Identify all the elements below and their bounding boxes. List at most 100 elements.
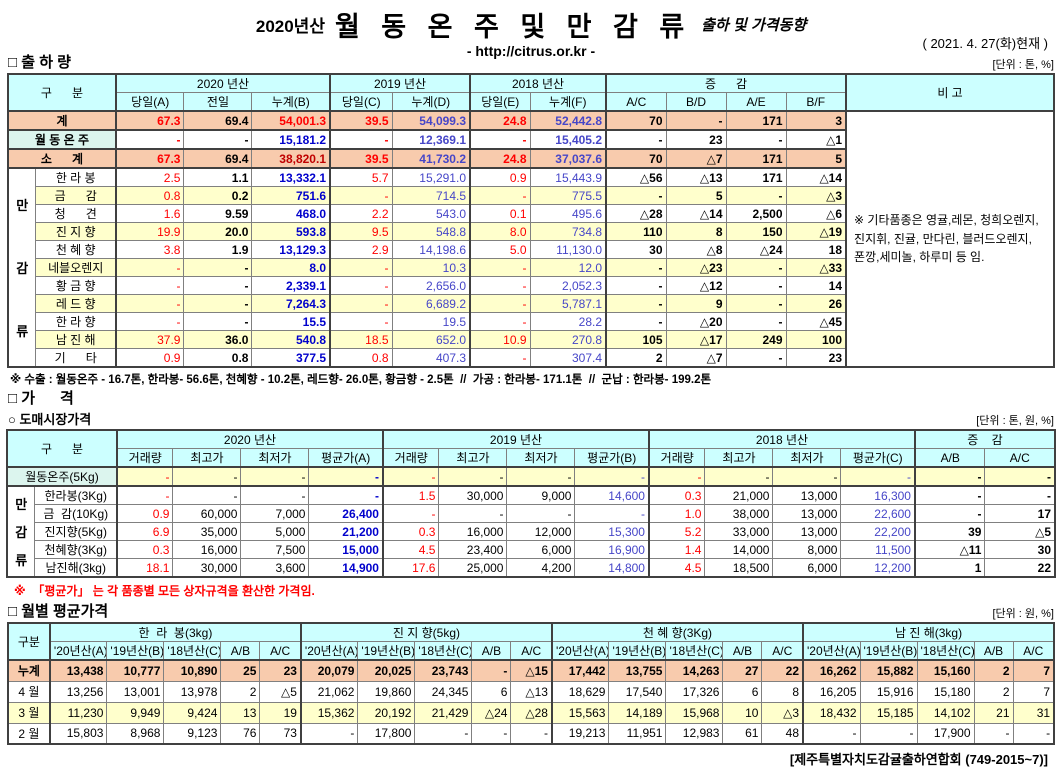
value-cell: - <box>973 722 1014 745</box>
column-header: 평균가(B) <box>574 448 650 468</box>
value-cell: 11,951 <box>608 722 667 745</box>
value-cell: 8.0 <box>251 258 331 277</box>
column-header: 당일(E) <box>469 92 531 112</box>
report-header: 2020년산 월 동 온 주 및 만 감 류 출하 및 가격동향 - http://… <box>0 0 1062 59</box>
column-header: A/B <box>471 641 512 661</box>
column-header: A/C <box>1012 641 1055 661</box>
value-cell: 0.1 <box>469 204 531 223</box>
value-cell: 17,900 <box>916 722 975 745</box>
value-cell: - <box>114 294 185 313</box>
value-cell: 61 <box>722 722 763 745</box>
value-cell: 25 <box>220 659 261 682</box>
value-cell: 16,000 <box>438 522 508 541</box>
value-cell: - <box>506 504 576 523</box>
value-cell: 7 <box>1012 659 1055 682</box>
value-cell: 11,130.0 <box>529 240 607 259</box>
column-header: 2019 년산 <box>329 73 471 93</box>
value-cell: 30,000 <box>438 485 508 505</box>
value-cell: 543.0 <box>391 204 471 223</box>
value-cell: 33,000 <box>704 522 774 541</box>
column-header: 누계(D) <box>391 92 471 112</box>
wholesale-price-header: ○ 도매시장가격 [단위 : 톤, 원, %] <box>8 409 1054 428</box>
value-cell: 15,563 <box>550 701 610 724</box>
value-cell: 26 <box>785 294 847 313</box>
monthly-section-header: □ 월별 평균가격 [단위 : 원, %] <box>8 602 1054 621</box>
value-cell: - <box>704 466 774 487</box>
value-cell: 9,123 <box>163 722 222 745</box>
row-label: 한라봉(3Kg) <box>34 485 118 505</box>
value-cell: 5.2 <box>647 522 706 541</box>
column-header: 비 고 <box>845 73 1055 112</box>
value-cell: 15,362 <box>299 701 359 724</box>
value-cell: 0.8 <box>114 186 185 205</box>
value-cell: 2 <box>973 659 1014 682</box>
value-cell: 69.4 <box>183 110 253 131</box>
remarks-cell: ※ 기타품종은 영귤,레몬, 청희오렌지, 진지휘, 진귤, 만다린, 블러드오… <box>845 110 1055 368</box>
row-label: 진지향(5Kg) <box>34 522 118 541</box>
value-cell: - <box>240 485 310 505</box>
value-cell: 13,332.1 <box>251 167 331 187</box>
value-cell: - <box>1012 722 1055 745</box>
row-label: 한 라 봉 <box>35 167 117 187</box>
value-cell: 105 <box>605 330 667 349</box>
value-cell: 67.3 <box>114 110 185 131</box>
value-cell: 16,300 <box>840 485 916 505</box>
value-cell: 1.6 <box>114 204 185 223</box>
value-cell: 2.5 <box>114 167 185 187</box>
value-cell: 1.5 <box>381 485 440 505</box>
value-cell: △14 <box>785 167 847 187</box>
column-header: 구 분 <box>6 429 118 468</box>
value-cell: 4.5 <box>647 558 706 578</box>
value-cell: 377.5 <box>251 348 331 368</box>
value-cell: 6 <box>471 680 512 703</box>
value-cell: 6,000 <box>772 558 842 578</box>
value-cell: 15,803 <box>48 722 108 745</box>
column-header: 당일(A) <box>114 92 185 112</box>
value-cell: 0.3 <box>647 485 706 505</box>
value-cell: 30 <box>605 240 667 259</box>
value-cell: 9,000 <box>506 485 576 505</box>
value-cell: 25,000 <box>438 558 508 578</box>
value-cell: 13,000 <box>772 522 842 541</box>
column-header: '19년산(B) <box>357 641 416 661</box>
value-cell: 3 <box>785 110 847 131</box>
value-cell: 19.9 <box>114 222 185 241</box>
value-cell: 100 <box>785 330 847 349</box>
value-cell: 31 <box>1012 701 1055 724</box>
value-cell: △13 <box>510 680 553 703</box>
value-cell: 20,025 <box>357 659 416 682</box>
value-cell: - <box>984 466 1056 487</box>
column-header: 평균가(C) <box>840 448 916 468</box>
value-cell: - <box>183 276 253 295</box>
column-header: '18년산(C) <box>916 641 975 661</box>
column-header: A/B <box>220 641 261 661</box>
value-cell: 20,079 <box>299 659 359 682</box>
value-cell: △17 <box>665 330 727 349</box>
website-url: - http://citrus.or.kr - <box>466 43 596 59</box>
value-cell: 14,198.6 <box>391 240 471 259</box>
column-header: '18년산(C) <box>414 641 473 661</box>
value-cell: - <box>506 466 576 487</box>
shipment-footnote: ※ 수출 : 월동온주 - 16.7톤, 한라봉- 56.6톤, 천혜향 - 1… <box>10 374 712 386</box>
value-cell: 5.0 <box>469 240 531 259</box>
value-cell: 9 <box>665 294 727 313</box>
column-header: '19년산(B) <box>859 641 918 661</box>
column-header: 구 분 <box>7 73 117 112</box>
value-cell: 468.0 <box>251 204 331 223</box>
value-cell: 4,200 <box>506 558 576 578</box>
value-cell: 20.0 <box>183 222 253 241</box>
value-cell: 6,689.2 <box>391 294 471 313</box>
value-cell: 8,968 <box>106 722 165 745</box>
value-cell: 17,540 <box>608 680 667 703</box>
value-cell: △3 <box>785 186 847 205</box>
value-cell: - <box>510 722 553 745</box>
value-cell: 11,500 <box>840 540 916 559</box>
value-cell: - <box>725 276 787 295</box>
value-cell: 38,820.1 <box>251 148 331 169</box>
value-cell: 17,442 <box>550 659 610 682</box>
value-cell: 14,102 <box>916 701 975 724</box>
value-cell: 2.2 <box>329 204 393 223</box>
value-cell: - <box>471 722 512 745</box>
row-label: 누계 <box>7 659 51 682</box>
